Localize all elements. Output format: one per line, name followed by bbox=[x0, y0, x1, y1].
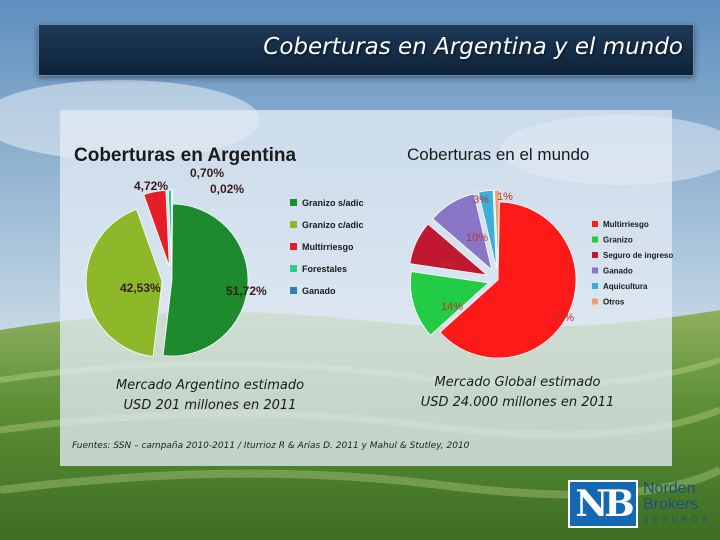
page-title: Coberturas en Argentina y el mundo bbox=[263, 34, 683, 60]
logo-line-1: Norden bbox=[643, 480, 696, 497]
world-legend-swatch-3 bbox=[592, 252, 598, 258]
world-pie-slice-4 bbox=[432, 193, 493, 271]
world-value-label-3: 9% bbox=[440, 259, 456, 271]
argentina-legend-label-1: Granizo s/adic bbox=[302, 198, 364, 208]
world-pie-slice-6 bbox=[494, 189, 500, 269]
logo-mark: NB bbox=[568, 480, 638, 528]
argentina-pie-slice-5 bbox=[171, 189, 174, 267]
world-legend-swatch-4 bbox=[592, 267, 598, 274]
argentina-value-label-2: 42,53% bbox=[120, 281, 161, 295]
logo-line-3: SEGUROS bbox=[643, 515, 712, 524]
logo-line-2: Brokers bbox=[643, 496, 699, 513]
argentina-caption-line-1: Mercado Argentino estimado bbox=[115, 378, 305, 393]
world-legend-label-3: Seguro de ingreso bbox=[603, 251, 673, 260]
argentina-pie-slice-1 bbox=[162, 203, 249, 357]
argentina-pie: 51,72% Granizo s/adic 42,53% Granizo c/adic… bbox=[85, 166, 364, 358]
argentina-value-label-5: 0,02% bbox=[210, 182, 244, 196]
world-legend-swatch-1 bbox=[592, 221, 598, 227]
world-value-label-2: 14% bbox=[441, 301, 463, 313]
argentina-legend-swatch-4 bbox=[290, 265, 297, 272]
world-pie-slice-1 bbox=[439, 201, 577, 359]
world-pie: 63% Multirriesgo 14% Granizo 9% Seguro de ing… bbox=[409, 189, 673, 359]
argentina-legend-swatch-5 bbox=[290, 287, 297, 294]
world-chart-title: Coberturas en el mundo bbox=[407, 145, 590, 164]
argentina-pie-slice-3 bbox=[143, 189, 170, 267]
argentina-value-label-4: 0,70% bbox=[190, 166, 224, 180]
world-pie-slice-2 bbox=[410, 271, 490, 336]
title-bar: Coberturas en Argentina y el mundo bbox=[38, 24, 694, 76]
world-caption-line-2: USD 24.000 millones en 2011 bbox=[420, 395, 615, 410]
world-legend-swatch-2 bbox=[592, 236, 598, 243]
argentina-chart-title: Coberturas en Argentina bbox=[74, 145, 297, 166]
world-legend-label-4: Ganado bbox=[603, 267, 633, 276]
argentina-legend-label-2: Granizo c/adic bbox=[302, 220, 364, 230]
argentina-legend-swatch-2 bbox=[290, 221, 297, 228]
world-pie-slice-5 bbox=[477, 189, 497, 269]
world-legend-label-2: Granizo bbox=[603, 236, 633, 245]
sources-note: Fuentes: SSN – campaña 2010-2011 / Iturr… bbox=[72, 441, 470, 451]
world-legend-label-1: Multirriesgo bbox=[603, 220, 649, 229]
world-legend-swatch-5 bbox=[592, 283, 598, 289]
norden-brokers-logo: NB Norden Brokers SEGUROS bbox=[568, 480, 714, 528]
argentina-value-label-3: 4,72% bbox=[134, 179, 168, 193]
argentina-value-label-1: 51,72% bbox=[226, 284, 267, 298]
world-pie-slice-3 bbox=[409, 223, 489, 276]
world-value-label-1: 63% bbox=[552, 312, 574, 324]
world-value-label-4: 10% bbox=[466, 232, 488, 244]
world-legend-label-5: Aquicultura bbox=[603, 282, 648, 291]
world-legend-label-6: Otros bbox=[603, 298, 625, 307]
argentina-legend-label-4: Forestales bbox=[302, 264, 347, 274]
world-caption-line-1: Mercado Global estimado bbox=[434, 375, 601, 390]
argentina-legend-swatch-3 bbox=[290, 243, 297, 250]
world-value-label-5: 3% bbox=[473, 194, 489, 206]
argentina-caption-line-2: USD 201 millones en 2011 bbox=[123, 398, 297, 413]
world-legend-swatch-6 bbox=[592, 298, 598, 305]
argentina-legend-label-3: Multirriesgo bbox=[302, 242, 354, 252]
world-market-caption: Mercado Global estimado USD 24.000 millo… bbox=[395, 373, 640, 413]
world-value-label-6: 1% bbox=[497, 191, 513, 203]
argentina-pie-slice-2 bbox=[85, 209, 163, 358]
argentina-legend-label-5: Ganado bbox=[302, 286, 336, 296]
argentina-market-caption: Mercado Argentino estimado USD 201 millo… bbox=[70, 376, 350, 416]
argentina-legend-swatch-1 bbox=[290, 199, 297, 206]
